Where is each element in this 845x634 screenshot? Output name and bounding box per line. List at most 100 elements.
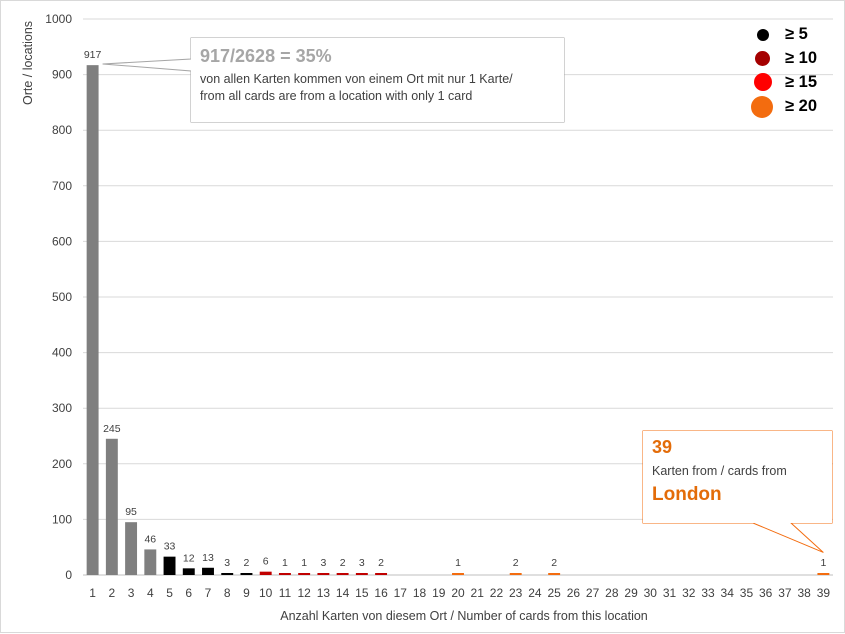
callout-headline: 917/2628 = 35% (200, 46, 332, 66)
data-label: 1 (820, 557, 826, 569)
data-label: 2 (244, 557, 250, 569)
callout-london-number: 39 (652, 437, 673, 457)
gridlines (83, 18, 833, 576)
callout-line-english: from all cards are from a location with … (200, 89, 473, 103)
x-tick-label: 21 (471, 586, 485, 600)
x-axis-ticks: 1 2 3 4 5 6 7 8 9 10 11 12 13 14 15 16 17 18 19 20 21 22 23 24 2… (89, 586, 830, 600)
bar (144, 549, 157, 575)
callout-percentage: 917/2628 = 35% von allen Karten kommen v… (191, 38, 564, 122)
x-tick-label: 33 (701, 586, 715, 600)
bar (298, 573, 311, 575)
y-tick-label: 600 (52, 234, 72, 248)
x-tick-label: 14 (336, 586, 350, 600)
legend-label: ≥ 15 (785, 73, 817, 91)
x-tick-label: 19 (432, 586, 446, 600)
data-label: 1 (301, 557, 307, 569)
data-label: 1 (282, 557, 288, 569)
x-tick-label: 37 (778, 586, 792, 600)
legend-item-20: ≥ 20 (751, 96, 843, 119)
bar (548, 573, 561, 575)
x-tick-label: 29 (624, 586, 638, 600)
y-axis-title: Orte / locations (21, 21, 35, 105)
bar (105, 438, 118, 575)
callout-london-text: Karten from / cards from (652, 464, 787, 478)
x-tick-label: 2 (109, 586, 116, 600)
x-tick-label: 23 (509, 586, 523, 600)
x-tick-label: 24 (528, 586, 542, 600)
x-tick-label: 7 (205, 586, 212, 600)
x-tick-label: 36 (759, 586, 773, 600)
y-tick-label: 500 (52, 290, 72, 304)
x-tick-label: 1 (89, 586, 96, 600)
legend-dot-icon (751, 96, 773, 118)
bar (355, 573, 368, 575)
bar (336, 573, 349, 575)
legend-label: ≥ 20 (785, 97, 817, 115)
legend-item-5: ≥ 5 (753, 25, 843, 47)
x-tick-label: 35 (740, 586, 754, 600)
data-label: 3 (359, 557, 365, 569)
data-label: 95 (125, 506, 137, 518)
x-tick-label: 16 (374, 586, 388, 600)
bar (240, 573, 253, 575)
data-label: 3 (224, 557, 230, 569)
x-tick-label: 27 (586, 586, 600, 600)
x-tick-label: 30 (644, 586, 658, 600)
bar (86, 65, 99, 575)
data-label: 12 (183, 552, 195, 564)
callout-line-german: von allen Karten kommen von einem Ort mi… (200, 72, 513, 86)
legend-item-15: ≥ 15 (753, 73, 843, 95)
x-tick-label: 8 (224, 586, 231, 600)
bar (452, 573, 464, 575)
callout-london-city: London (652, 484, 722, 505)
x-tick-label: 26 (567, 586, 581, 600)
x-tick-label: 32 (682, 586, 696, 600)
x-tick-label: 15 (355, 586, 369, 600)
data-label: 13 (202, 552, 214, 564)
data-label: 2 (551, 557, 557, 569)
data-label: 245 (103, 423, 121, 435)
callout-london: 39 Karten from / cards from London (643, 431, 832, 523)
data-label: 46 (144, 533, 156, 545)
y-tick-label: 100 (52, 512, 72, 526)
y-tick-label: 900 (52, 68, 72, 82)
x-tick-label: 10 (259, 586, 273, 600)
data-label: 2 (378, 557, 384, 569)
legend-dot-icon (757, 29, 769, 41)
bars (86, 65, 830, 575)
y-tick-label: 300 (52, 401, 72, 415)
x-tick-label: 11 (279, 586, 292, 600)
x-tick-label: 17 (394, 586, 408, 600)
data-label: 917 (84, 49, 102, 61)
bar (125, 522, 138, 575)
data-label: 1 (455, 557, 461, 569)
data-label: 33 (164, 541, 176, 553)
x-tick-label: 18 (413, 586, 427, 600)
y-tick-label: 200 (52, 457, 72, 471)
data-label: 6 (263, 556, 269, 568)
x-tick-label: 34 (721, 586, 735, 600)
legend-dot-icon (755, 51, 770, 66)
bar (278, 573, 291, 575)
x-tick-label: 9 (243, 586, 250, 600)
x-tick-label: 5 (166, 586, 173, 600)
x-tick-label: 28 (605, 586, 619, 600)
y-axis-ticks: 0 100 200 300 400 500 600 700 800 900 1000 (45, 12, 72, 582)
bar (317, 573, 330, 575)
legend-item-10: ≥ 10 (753, 49, 843, 71)
bar (375, 573, 388, 575)
data-label: 3 (320, 557, 326, 569)
bar (182, 568, 195, 575)
bar (163, 556, 176, 575)
x-tick-label: 39 (817, 586, 831, 600)
y-tick-label: 700 (52, 179, 72, 193)
x-tick-label: 20 (451, 586, 465, 600)
x-tick-label: 22 (490, 586, 504, 600)
y-tick-label: 400 (52, 346, 72, 360)
bar (202, 567, 214, 575)
x-tick-label: 31 (663, 586, 677, 600)
x-tick-label: 25 (547, 586, 561, 600)
x-tick-label: 6 (185, 586, 192, 600)
